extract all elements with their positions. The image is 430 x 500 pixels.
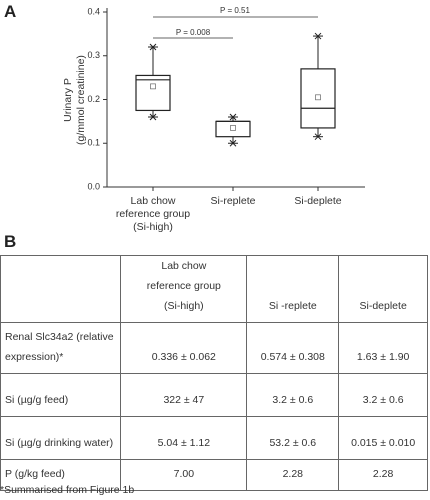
table-cell: 5.04 ± 1.12 bbox=[120, 416, 248, 460]
annotation: P = 0.008 bbox=[176, 28, 211, 37]
extreme-marker bbox=[229, 113, 237, 121]
table-cell bbox=[0, 255, 122, 323]
extreme-marker bbox=[229, 139, 237, 147]
mean-marker bbox=[230, 125, 236, 131]
column-header: Si -replete bbox=[246, 255, 340, 323]
extreme-marker bbox=[314, 32, 322, 40]
table-cell: 322 ± 47 bbox=[120, 373, 248, 417]
box bbox=[300, 68, 336, 129]
box bbox=[215, 120, 251, 138]
extreme-marker bbox=[314, 133, 322, 141]
column-header: Si-deplete bbox=[338, 255, 428, 323]
table-cell: 0.336 ± 0.062 bbox=[120, 322, 248, 374]
x-tick-label: Lab chow reference group (Si-high) bbox=[115, 195, 191, 233]
table-row: Renal Slc34a2 (relative expression)* 0.33… bbox=[0, 322, 428, 374]
table-row: Si (µg/g drinking water) 5.04 ± 1.12 53.2 … bbox=[0, 416, 428, 460]
chart: Urinary P (g/mmol creatinine) P = 0.51 P… bbox=[62, 6, 365, 191]
y-tick-label: 0.3 bbox=[87, 50, 100, 60]
y-axis-label: Urinary P bbox=[62, 78, 74, 122]
table-cell: 0.015 ± 0.010 bbox=[338, 416, 428, 460]
extreme-marker bbox=[149, 113, 157, 121]
row-label: Renal Slc34a2 (relative expression)* bbox=[0, 322, 122, 374]
mean-marker bbox=[315, 94, 321, 101]
table-cell: 3.2 ± 0.6 bbox=[338, 373, 428, 417]
row-label: Si (µg/g drinking water) bbox=[0, 416, 122, 460]
y-tick-label: 0.0 bbox=[87, 181, 100, 191]
y-tick-label: 0.1 bbox=[87, 138, 100, 148]
table-cell: 2.28 bbox=[338, 459, 428, 491]
panel-label: B bbox=[4, 232, 17, 251]
extreme-marker bbox=[149, 43, 157, 51]
table-cell: 7.00 bbox=[120, 459, 248, 491]
y-axis-label: (g/mmol creatinine) bbox=[75, 55, 87, 145]
row-label: Si (µg/g feed) bbox=[0, 373, 122, 417]
table-cell: 0.574 ± 0.308 bbox=[246, 322, 340, 374]
x-tick-label: Si-deplete bbox=[294, 195, 342, 207]
table-row: Si (µg/g feed) 322 ± 47 3.2 ± 0.6 3.2 ± 0.6 bbox=[0, 373, 428, 417]
x-tick-label: Si-replete bbox=[210, 195, 256, 207]
annotation: P = 0.51 bbox=[220, 6, 250, 15]
table-cell: 53.2 ± 0.6 bbox=[246, 416, 340, 460]
panel-label: A bbox=[4, 2, 17, 21]
table-cell: 1.63 ± 1.90 bbox=[338, 322, 428, 374]
row-label: P (g/kg feed) bbox=[0, 459, 122, 491]
y-tick-label: 0.2 bbox=[87, 94, 100, 104]
mean-marker bbox=[150, 83, 156, 90]
table: Lab chow reference group (Si-high) Si -re… bbox=[0, 255, 428, 491]
table-cell: 2.28 bbox=[246, 459, 340, 491]
table-row: P (g/kg feed) 7.00 2.28 2.28 bbox=[0, 459, 428, 491]
box bbox=[135, 74, 171, 112]
table-cell: 3.2 ± 0.6 bbox=[246, 373, 340, 417]
y-tick-label: 0.4 bbox=[87, 6, 100, 16]
column-header: Lab chow reference group (Si-high) bbox=[120, 255, 248, 323]
footnote: *Summarised from Figure 1b bbox=[0, 484, 135, 496]
